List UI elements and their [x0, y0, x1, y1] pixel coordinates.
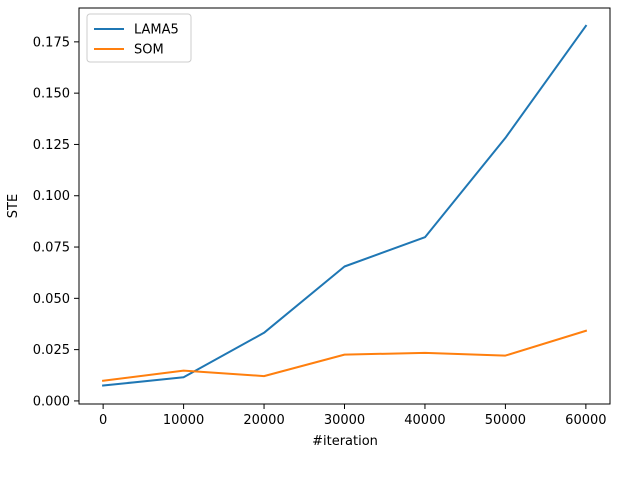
y-tick-label: 0.125 — [33, 138, 70, 153]
y-tick-label: 0.150 — [33, 87, 70, 102]
x-tick-label: 20000 — [243, 413, 284, 428]
x-tick-label: 0 — [99, 413, 107, 428]
x-tick-label: 60000 — [565, 413, 606, 428]
y-tick-label: 0.175 — [33, 35, 70, 50]
legend: LAMA5 SOM — [86, 13, 192, 63]
x-tick-label: 30000 — [324, 413, 365, 428]
y-axis-title: STE — [6, 194, 21, 218]
y-tick-label: 0.075 — [33, 241, 70, 256]
legend-label: LAMA5 — [134, 23, 179, 38]
y-tick-label: 0.100 — [33, 189, 70, 204]
y-tick-label: 0.050 — [33, 292, 70, 307]
x-tick-label: 40000 — [404, 413, 445, 428]
legend-label: SOM — [134, 43, 164, 58]
series-group — [101, 24, 588, 387]
x-axis: 0 10000 20000 30000 40000 50000 60000 — [99, 404, 607, 428]
plot-area — [78, 7, 611, 405]
x-axis-title: #iteration — [312, 434, 378, 449]
series-line-som — [101, 329, 588, 382]
y-axis: 0.000 0.025 0.050 0.075 0.100 0.125 0.150 0.175 — [33, 35, 79, 409]
x-tick-label: 50000 — [485, 413, 526, 428]
x-tick-label: 10000 — [163, 413, 204, 428]
series-line-lama5 — [102, 24, 588, 387]
y-tick-label: 0.000 — [33, 394, 70, 409]
y-tick-label: 0.025 — [33, 343, 70, 358]
